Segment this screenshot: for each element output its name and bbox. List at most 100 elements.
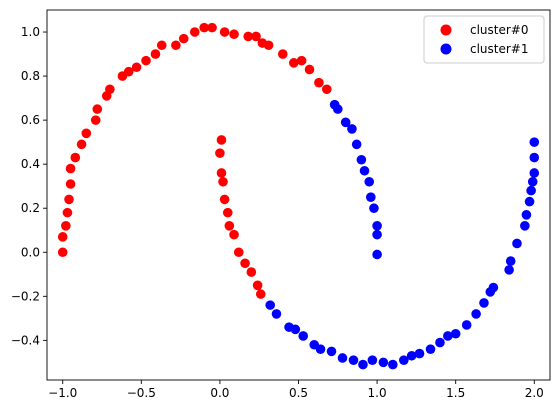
point-cluster-1-35 <box>471 309 481 319</box>
point-cluster-0-4 <box>64 194 74 205</box>
point-cluster-1-46 <box>527 176 538 187</box>
point-cluster-0-39 <box>216 168 227 178</box>
x-axis-ticks: −1.0 −0.5 0.0 0.5 1.0 1.5 2.0 <box>48 380 544 400</box>
point-cluster-1-13 <box>265 300 276 310</box>
point-cluster-1-49 <box>529 137 540 147</box>
point-cluster-1-5 <box>356 154 367 165</box>
point-cluster-0-35 <box>314 77 324 88</box>
point-cluster-0-44 <box>229 229 239 240</box>
point-cluster-1-23 <box>358 359 368 370</box>
point-cluster-1-10 <box>372 221 382 231</box>
point-cluster-0-48 <box>252 280 263 291</box>
point-cluster-1-2 <box>340 117 351 128</box>
point-cluster-0-11 <box>92 104 103 114</box>
point-cluster-0-34 <box>304 64 315 75</box>
point-cluster-0-6 <box>65 163 76 174</box>
point-cluster-0-19 <box>156 40 167 51</box>
point-cluster-0-9 <box>81 128 92 139</box>
point-cluster-0-17 <box>141 55 151 66</box>
point-cluster-1-43 <box>521 210 532 220</box>
point-cluster-0-3 <box>62 207 73 218</box>
point-cluster-1-14 <box>271 309 282 319</box>
legend-marker-cluster-0 <box>440 24 452 36</box>
point-cluster-1-42 <box>520 221 530 231</box>
point-cluster-1-8 <box>366 192 376 202</box>
point-cluster-0-40 <box>218 176 228 187</box>
legend: cluster#0 cluster#1 <box>423 15 545 64</box>
point-cluster-1-27 <box>399 355 409 365</box>
point-cluster-0-21 <box>178 33 189 44</box>
point-cluster-1-24 <box>367 355 378 365</box>
point-cluster-0-27 <box>243 31 253 42</box>
point-cluster-1-22 <box>348 355 359 365</box>
point-cluster-1-21 <box>337 353 348 363</box>
y-tick-label: −0.4 <box>11 333 40 347</box>
point-cluster-1-30 <box>425 344 436 354</box>
point-cluster-0-42 <box>222 207 233 218</box>
point-cluster-0-43 <box>224 221 235 231</box>
plot-frame <box>46 9 551 381</box>
y-tick-label: 0.8 <box>21 69 40 83</box>
point-cluster-1-6 <box>359 165 370 176</box>
point-cluster-0-49 <box>255 289 266 299</box>
point-cluster-0-36 <box>321 84 332 95</box>
point-cluster-1-26 <box>388 359 398 370</box>
point-cluster-1-9 <box>369 203 379 214</box>
point-cluster-0-41 <box>219 194 230 205</box>
point-cluster-0-1 <box>57 232 68 242</box>
x-tick-label: 0.0 <box>210 386 229 400</box>
point-cluster-0-38 <box>215 148 225 158</box>
point-cluster-0-31 <box>277 49 288 59</box>
point-cluster-0-24 <box>207 22 217 33</box>
point-cluster-1-44 <box>524 196 535 207</box>
x-tick-label: 1.0 <box>368 386 387 400</box>
y-tick-label: −0.2 <box>11 289 40 303</box>
plot-area <box>47 10 550 380</box>
point-cluster-0-37 <box>216 135 227 145</box>
point-cluster-0-23 <box>199 22 209 33</box>
point-cluster-0-33 <box>296 55 307 66</box>
x-tick-label: 1.5 <box>446 386 465 400</box>
point-cluster-0-0 <box>57 247 68 258</box>
y-tick-label: 0.2 <box>21 201 40 215</box>
point-cluster-0-16 <box>131 62 142 73</box>
x-tick-label: 2.0 <box>525 386 544 400</box>
point-cluster-0-30 <box>263 40 274 51</box>
legend-box <box>423 15 545 64</box>
point-cluster-0-15 <box>123 66 134 77</box>
y-tick-label: 1.0 <box>21 25 40 39</box>
point-cluster-0-47 <box>246 267 257 277</box>
x-tick-label: −0.5 <box>127 386 156 400</box>
point-cluster-0-10 <box>90 115 101 125</box>
point-cluster-0-5 <box>65 179 76 189</box>
point-cluster-1-36 <box>479 298 489 308</box>
point-cluster-1-7 <box>364 176 375 187</box>
point-cluster-0-46 <box>240 258 250 269</box>
x-tick-label: 0.5 <box>289 386 308 400</box>
point-cluster-0-13 <box>105 84 115 95</box>
point-cluster-0-2 <box>61 221 71 231</box>
y-axis-ticks: −0.4 −0.2 0.0 0.2 0.4 0.6 0.8 1.0 <box>11 25 47 347</box>
point-cluster-1-16 <box>290 324 301 335</box>
point-cluster-1-39 <box>504 265 514 275</box>
point-cluster-1-28 <box>406 350 417 361</box>
point-cluster-0-45 <box>233 247 244 258</box>
point-cluster-1-29 <box>414 348 425 359</box>
point-cluster-1-17 <box>298 331 309 341</box>
point-cluster-0-25 <box>219 27 230 37</box>
point-cluster-0-18 <box>150 49 161 59</box>
point-cluster-0-22 <box>189 27 200 37</box>
points-layer <box>57 22 540 370</box>
legend-marker-cluster-1 <box>440 43 452 55</box>
point-cluster-1-19 <box>315 344 326 354</box>
point-cluster-1-4 <box>351 139 362 150</box>
point-cluster-1-34 <box>461 320 472 330</box>
point-cluster-0-26 <box>229 29 239 40</box>
point-cluster-1-25 <box>378 357 389 368</box>
point-cluster-1-31 <box>435 337 445 348</box>
y-tick-label: 0.4 <box>21 157 40 171</box>
point-cluster-1-12 <box>372 249 382 260</box>
point-cluster-0-20 <box>171 40 181 51</box>
legend-label-cluster-1: cluster#1 <box>470 42 529 56</box>
